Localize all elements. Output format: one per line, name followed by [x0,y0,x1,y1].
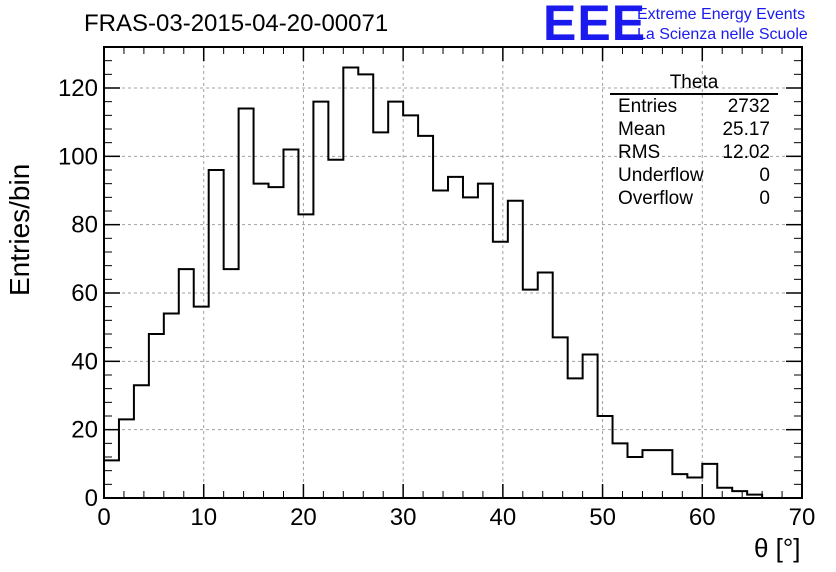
histogram-bin [358,74,373,498]
histogram-bin [269,187,284,498]
histogram-bin [613,443,628,498]
histogram-bin [702,464,717,498]
histogram-bin [628,457,643,498]
x-tick-label: 40 [490,504,517,531]
histogram-bin [493,242,508,498]
histogram-bin [478,184,493,498]
x-tick-label: 0 [97,504,110,531]
brand-line-1: Extreme Energy Events [637,6,806,23]
histogram-bin [672,474,687,498]
histogram-bin [448,177,463,498]
y-tick-label: 120 [58,75,98,102]
stats-row-underflow: Underflow 0 [610,164,778,187]
histogram-bin [657,450,672,498]
x-tick-label: 20 [290,504,317,531]
x-tick-label: 70 [789,504,816,531]
stats-row-mean: Mean 25.17 [610,118,778,141]
histogram-bin [328,160,343,498]
histogram-bin [119,419,134,498]
x-axis-label: θ [°] [754,533,801,563]
stats-row-rms: RMS 12.02 [610,141,778,164]
stats-label: Overflow [618,188,693,209]
histogram-bin [747,495,762,498]
stats-title: Theta [610,73,778,95]
histogram-bin [179,269,194,498]
histogram-bin [732,491,747,498]
histogram-bin [418,136,433,498]
x-tick-label: 50 [589,504,616,531]
histogram-bin [538,273,553,499]
x-tick-label: 30 [390,504,417,531]
histogram-bin [553,337,568,498]
histogram-bin [508,201,523,498]
histogram-bin [568,378,583,498]
histogram-bin [224,269,239,498]
axis-ticks [103,46,803,499]
stats-value: 12.02 [722,142,770,163]
stats-label: Mean [618,119,666,140]
histogram-bin [717,488,732,498]
histogram-bin [134,385,149,498]
stats-label: Underflow [618,165,704,186]
histogram-bin [403,115,418,498]
histogram-bin [313,102,328,498]
histogram-bin [104,460,119,498]
plot-frame [103,46,803,499]
stats-value: 0 [759,188,770,209]
y-tick-label: 100 [58,143,98,170]
histogram-bin [583,355,598,499]
histogram-bin [209,170,224,498]
x-tick-label: 60 [689,504,716,531]
histogram-bin [239,109,254,499]
grid-lines [104,47,802,498]
stats-box: Theta Entries 2732 Mean 25.17 RMS 12.02 … [610,73,778,210]
histogram-step-line [103,66,802,499]
histogram-bin [687,478,702,499]
stats-label: Entries [618,96,678,117]
histogram-bin [254,184,269,498]
histogram-bin [523,290,538,498]
histogram-bin [642,450,657,498]
histogram-bin [283,150,298,499]
y-tick-label: 40 [71,348,98,375]
tick-labels: 0 10 20 30 40 50 60 70 0 20 40 60 80 100 120 [58,75,815,531]
stats-row-overflow: Overflow 0 [610,187,778,210]
histogram-bin [598,416,613,498]
brand-line-2: La Scienza nelle Scuole [637,26,808,43]
stats-value: 2732 [727,96,770,117]
histogram-bin [388,102,403,498]
histogram-bin [373,132,388,498]
y-tick-label: 0 [85,485,98,512]
y-tick-label: 60 [71,280,98,307]
histogram-bin [149,334,164,498]
histogram-bin [194,307,209,498]
histogram-bin [343,68,358,499]
stats-value: 0 [759,165,770,186]
chart-title: FRAS-03-2015-04-20-00071 [84,10,389,37]
stats-value: 25.17 [722,119,770,140]
stats-row-entries: Entries 2732 [610,95,778,118]
histogram-bin [164,314,179,499]
y-tick-label: 80 [71,212,98,239]
x-tick-label: 10 [190,504,217,531]
histogram-bin [433,191,448,499]
y-axis-label: Entries/bin [4,163,35,296]
eee-logo: EEE [543,0,647,51]
histogram-bin [298,214,313,498]
y-tick-label: 20 [71,417,98,444]
histogram-bin [463,197,478,498]
stats-label: RMS [618,142,661,163]
